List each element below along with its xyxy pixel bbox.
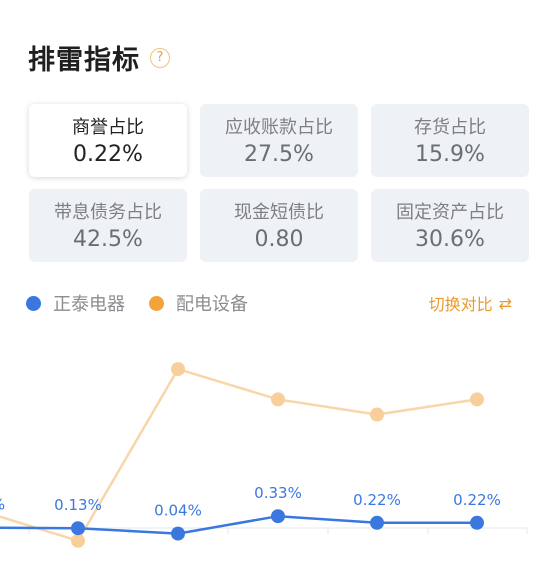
data-point-industry bbox=[470, 392, 484, 407]
legend-item-company[interactable]: 正泰电器 bbox=[26, 290, 125, 316]
chart-legend: 正泰电器 配电设备 bbox=[26, 290, 272, 316]
question-circle-icon[interactable]: ? bbox=[150, 47, 170, 68]
data-label: % bbox=[0, 496, 5, 514]
data-point-company bbox=[271, 509, 285, 524]
metric-label: 带息债务占比 bbox=[54, 202, 162, 223]
metric-value: 42.5% bbox=[73, 227, 143, 252]
data-point-industry bbox=[171, 362, 185, 377]
switch-compare-label: 切换对比 bbox=[428, 295, 493, 314]
data-point-company bbox=[71, 521, 85, 536]
metric-card-inventory[interactable]: 存货占比 15.9% bbox=[371, 104, 529, 177]
switch-compare-button[interactable]: 切换对比 ⇄ bbox=[429, 291, 512, 315]
metric-label: 应收账款占比 bbox=[225, 117, 333, 138]
metric-card-goodwill[interactable]: 商誉占比 0.22% bbox=[29, 104, 187, 177]
data-point-industry bbox=[71, 533, 85, 548]
metric-label: 固定资产占比 bbox=[396, 202, 504, 223]
trend-chart: % 0.13% 0.04% 0.33% 0.22% 0.22% bbox=[0, 362, 528, 548]
data-point-company bbox=[470, 515, 484, 530]
metric-card-fixed-assets[interactable]: 固定资产占比 30.6% bbox=[371, 189, 529, 262]
series-line-company bbox=[0, 514, 477, 535]
metric-label: 现金短债比 bbox=[234, 202, 324, 223]
data-label: 0.22% bbox=[453, 491, 501, 509]
page-title: 排雷指标 bbox=[28, 45, 140, 76]
switch-compare-icon: ⇄ bbox=[498, 293, 512, 313]
data-label: 0.04% bbox=[154, 502, 202, 520]
metric-label: 存货占比 bbox=[414, 117, 486, 138]
data-point-industry bbox=[271, 392, 285, 407]
data-point-company bbox=[171, 526, 185, 541]
legend-dot bbox=[149, 295, 164, 311]
data-point-industry bbox=[370, 407, 384, 422]
metric-value: 15.9% bbox=[415, 142, 485, 167]
metric-label: 商誉占比 bbox=[72, 117, 144, 138]
legend-label: 配电设备 bbox=[176, 294, 248, 315]
legend-item-industry[interactable]: 配电设备 bbox=[149, 290, 248, 316]
metric-card-interest-debt[interactable]: 带息债务占比 42.5% bbox=[29, 189, 187, 262]
legend-dot bbox=[26, 295, 41, 311]
data-label: 0.33% bbox=[254, 484, 302, 502]
metric-card-receivables[interactable]: 应收账款占比 27.5% bbox=[200, 104, 358, 177]
metric-value: 27.5% bbox=[244, 142, 314, 167]
legend-label: 正泰电器 bbox=[53, 294, 125, 315]
title-row: 排雷指标 ? bbox=[28, 38, 170, 77]
metric-value: 0.80 bbox=[254, 227, 304, 252]
metric-value: 0.22% bbox=[73, 142, 143, 167]
data-label: 0.13% bbox=[54, 496, 102, 514]
metric-card-cash-short-debt[interactable]: 现金短债比 0.80 bbox=[200, 189, 358, 262]
data-label: 0.22% bbox=[353, 491, 401, 509]
metric-value: 30.6% bbox=[415, 227, 485, 252]
metric-cards: 商誉占比 0.22% 应收账款占比 27.5% 存货占比 15.9% 带息债务占… bbox=[29, 104, 529, 262]
data-point-company bbox=[370, 515, 384, 530]
series-line-industry bbox=[0, 367, 478, 543]
